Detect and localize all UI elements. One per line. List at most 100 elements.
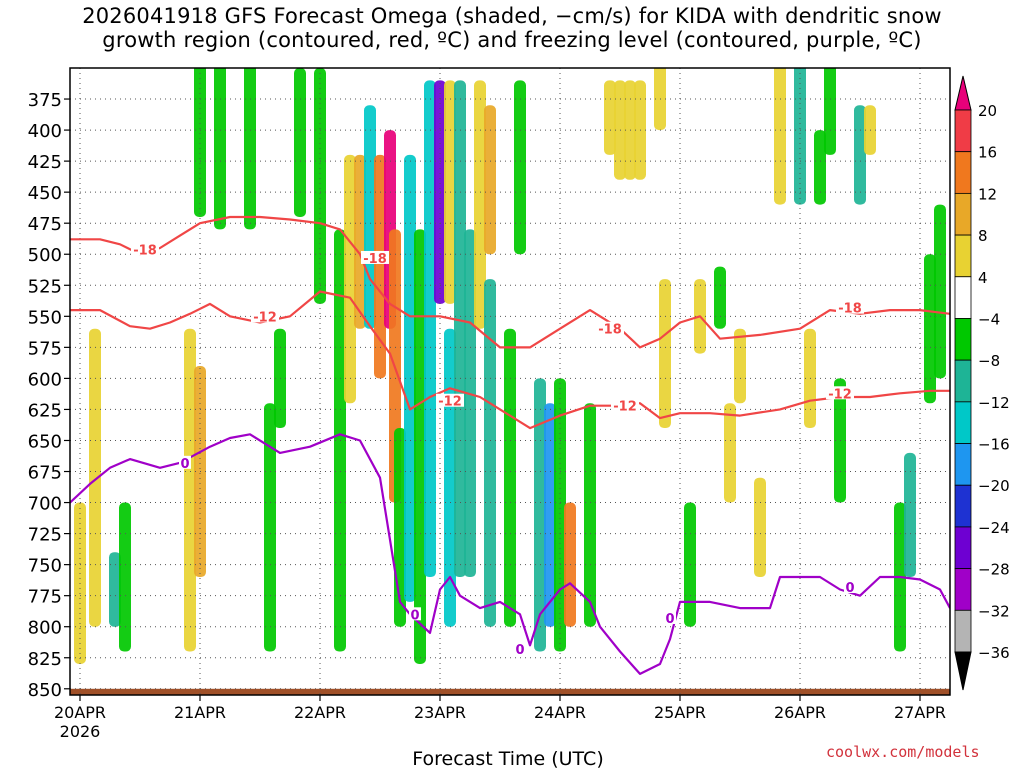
omega-cell xyxy=(814,130,826,205)
contour-label-background xyxy=(436,393,464,407)
omega-cell xyxy=(244,68,256,230)
contour-label-layer: -18 -18 -18 -18 -12 -12 -12 -12 0 0 0 0 0 xyxy=(131,242,864,658)
omega-cell xyxy=(119,502,131,652)
omega-cell xyxy=(484,105,496,255)
colorbar-segment xyxy=(954,443,972,486)
contour-label: -18 xyxy=(363,252,387,267)
x-tick-label: 22APR xyxy=(294,703,346,722)
y-tick-label: 825 xyxy=(28,649,62,670)
colorbar-label: 20 xyxy=(978,102,997,120)
contour-line xyxy=(70,215,950,349)
y-tick-label: 550 xyxy=(28,307,62,328)
y-tick-label: 450 xyxy=(28,183,62,204)
omega-cell xyxy=(754,477,766,578)
omega-cell xyxy=(554,378,566,652)
colorbar-arrow-top xyxy=(954,75,972,111)
omega-cell xyxy=(414,229,426,664)
chart-title-line-2: growth region (contoured, red, ºC) and f… xyxy=(102,28,922,52)
colorbar-segment xyxy=(954,568,972,611)
x-axis-title: Forecast Time (UTC) xyxy=(412,748,603,768)
omega-cell xyxy=(514,80,526,255)
chart-title-line-1: 2026041918 GFS Forecast Omega (shaded, −… xyxy=(82,4,942,28)
terrain-layer xyxy=(70,688,950,695)
colorbar-segment xyxy=(954,484,972,528)
contour-label: -12 xyxy=(828,387,852,402)
colorbar-segment xyxy=(954,526,972,570)
colorbar-label: 4 xyxy=(978,269,988,287)
omega-cell xyxy=(824,68,836,155)
contour-label: -12 xyxy=(438,395,462,410)
omega-cell xyxy=(464,229,476,578)
x-tick-sublabel: 2026 xyxy=(60,722,101,741)
contour-label-background xyxy=(826,386,854,400)
colorbar-arrow-bottom xyxy=(954,651,972,691)
contour-label: -18 xyxy=(838,302,862,317)
contour-label-background xyxy=(844,579,856,593)
y-tick-label: 700 xyxy=(28,494,62,515)
colorbar-segment xyxy=(954,359,972,403)
contour-label: -18 xyxy=(133,243,157,258)
y-tick-label: 425 xyxy=(28,152,62,173)
colorbar-label: −8 xyxy=(978,352,1000,370)
colorbar-label: 12 xyxy=(978,185,997,203)
omega-cell xyxy=(794,68,806,205)
contour-label: -12 xyxy=(253,310,277,325)
colorbar-segment xyxy=(954,109,972,153)
contour-layer xyxy=(70,215,950,675)
omega-cell xyxy=(504,328,516,627)
omega-cell xyxy=(424,80,436,578)
omega-cell xyxy=(774,68,786,205)
omega-cell xyxy=(454,80,466,578)
contour-label-background xyxy=(514,642,526,656)
colorbar-label: −36 xyxy=(978,644,1010,662)
colorbar-label: −12 xyxy=(978,394,1010,412)
omega-cell xyxy=(314,68,326,304)
colorbar-label: −32 xyxy=(978,602,1010,620)
y-tick-label: 375 xyxy=(28,90,62,111)
omega-cell xyxy=(474,80,486,329)
x-tick-label: 21APR xyxy=(174,703,226,722)
colorbar-segment xyxy=(954,609,972,653)
colorbar-label: 16 xyxy=(978,144,997,162)
y-tick-label: 775 xyxy=(28,587,62,608)
colorbar-segment xyxy=(954,276,972,319)
x-tick-label: 27APR xyxy=(894,703,946,722)
colorbar-label: −28 xyxy=(978,561,1010,579)
omega-cell xyxy=(484,279,496,627)
colorbar-segment xyxy=(954,318,972,361)
omega-cell xyxy=(534,378,546,652)
terrain-band xyxy=(70,688,950,695)
colorbar-segment xyxy=(954,401,972,444)
omega-cell xyxy=(344,154,356,404)
y-tick-label: 650 xyxy=(28,431,62,452)
y-tick-label: 675 xyxy=(28,463,62,484)
colorbar-segment xyxy=(954,151,972,194)
omega-cell xyxy=(724,403,736,503)
contour-label: 0 xyxy=(845,581,854,596)
y-tick-label: 725 xyxy=(28,525,62,546)
y-tick-label: 850 xyxy=(28,680,62,701)
omega-cell xyxy=(584,403,596,627)
contour-label-background xyxy=(251,309,279,323)
contour-label-background xyxy=(409,607,421,621)
omega-cell xyxy=(544,403,556,627)
contour-label-background xyxy=(131,242,159,256)
colorbar-segment xyxy=(954,192,972,236)
contour-label-background xyxy=(179,455,191,469)
omega-cell xyxy=(714,266,726,329)
omega-cell xyxy=(89,328,101,627)
x-tick-label: 25APR xyxy=(654,703,706,722)
colorbar-segment xyxy=(954,234,972,278)
contour-label-background xyxy=(664,611,676,625)
contour-label-background xyxy=(836,300,864,314)
omega-shading-layer xyxy=(74,68,946,664)
colorbar-label: −20 xyxy=(978,477,1010,495)
colorbar-label: −16 xyxy=(978,436,1010,454)
omega-cell xyxy=(354,154,366,329)
plot-frame xyxy=(69,67,951,696)
colorbar-label: −24 xyxy=(978,519,1010,537)
omega-cell xyxy=(264,403,276,652)
omega-cell xyxy=(734,328,746,404)
